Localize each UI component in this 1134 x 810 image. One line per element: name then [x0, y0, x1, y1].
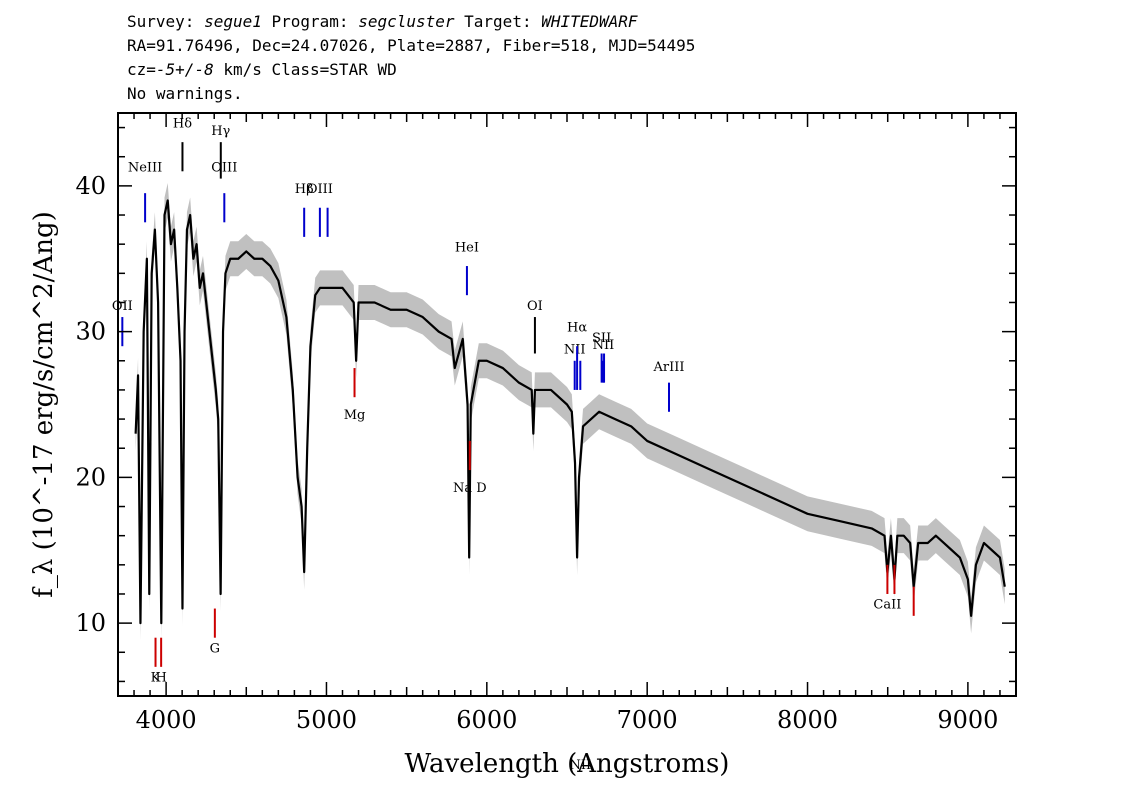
absorption-line-label: Na D: [453, 481, 487, 496]
emission-line-label: NII: [569, 758, 591, 773]
spectrum-line: [134, 199, 1006, 625]
x-tick-label: 4000: [136, 706, 197, 734]
absorption-line-label: H: [155, 670, 166, 685]
x-tick-label: 7000: [617, 706, 678, 734]
header-redshift-segment: km/s Class=STAR WD: [213, 60, 397, 79]
emission-line-label: Hδ: [173, 117, 192, 132]
x-axis-title: Wavelength (Angstroms): [405, 749, 730, 779]
x-tick-label: 5000: [296, 706, 357, 734]
header-line-survey: Survey: segue1 Program: segcluster Targe…: [127, 10, 1027, 34]
spectrum-header: Survey: segue1 Program: segcluster Targe…: [127, 10, 1027, 106]
absorption-line-label: G: [210, 641, 220, 656]
header-redshift-segment: cz=: [127, 60, 156, 79]
emission-line-label: OI: [527, 299, 543, 314]
x-tick-label: 9000: [937, 706, 998, 734]
header-survey-segment: Program:: [261, 12, 359, 31]
emission-line-label: HeI: [455, 240, 479, 255]
absorption-line-label: K: [151, 670, 161, 685]
y-tick-label: 10: [75, 609, 106, 637]
header-survey-segment: Target:: [454, 12, 542, 31]
y-tick-label: 20: [75, 463, 106, 491]
emission-line-label: NII: [593, 338, 615, 353]
header-survey-segment: segcluster: [358, 12, 455, 31]
emission-line-label: SII: [592, 331, 611, 346]
emission-line-label: Hβ: [295, 182, 314, 197]
error-band: [135, 182, 1005, 641]
emission-line-label: OIII: [211, 160, 237, 175]
x-tick-label: 8000: [777, 706, 838, 734]
y-tick-label: 30: [75, 318, 106, 346]
y-tick-label: 40: [75, 172, 106, 200]
emission-line-label: ArIII: [652, 360, 684, 375]
emission-line-label: NeIII: [128, 160, 162, 175]
header-survey-segment: Survey:: [127, 12, 205, 31]
header-line-coordinates: RA=91.76496, Dec=24.07026, Plate=2887, F…: [127, 36, 696, 55]
x-tick-label: 6000: [456, 706, 517, 734]
header-survey-segment: WHITEDWARF: [541, 12, 638, 31]
emission-line-label: NII: [564, 342, 586, 357]
header-redshift-segment: -5+/-8: [155, 60, 214, 79]
emission-line-label: Hα: [567, 321, 587, 336]
header-line-warnings: No warnings.: [127, 84, 243, 103]
emission-line-label: OIII: [307, 182, 333, 197]
emission-line-label: OII: [112, 299, 133, 314]
y-axis-title: f_λ (10^-17 erg/s/cm^2/Ang): [29, 211, 59, 597]
absorption-line-label: CaII: [873, 598, 901, 613]
emission-line-label: Hγ: [211, 124, 230, 139]
header-line-redshift: cz=-5+/-8 km/s Class=STAR WD: [127, 58, 1027, 82]
absorption-line-label: Mg: [344, 408, 366, 423]
header-survey-segment: segue1: [204, 12, 262, 31]
